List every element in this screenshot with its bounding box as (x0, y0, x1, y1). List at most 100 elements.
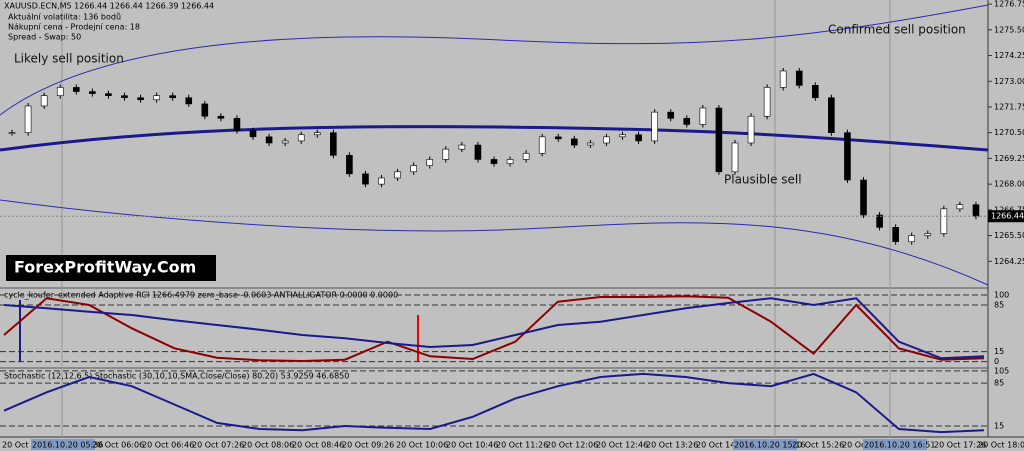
time-highlight (733, 439, 797, 450)
candle-body (490, 159, 498, 164)
y-tick-label: 1276.75 (994, 0, 1024, 9)
time-label: 20 Oct 17:26 (934, 441, 986, 450)
time-label: 2016.10.20 05:36 (32, 441, 103, 450)
candle-body (715, 107, 723, 173)
time-label: 20 Oct 12:06 (546, 441, 598, 450)
time-label: 20 Oct 08:46 (292, 441, 344, 450)
candle-body (651, 111, 658, 142)
candle-body (378, 177, 385, 185)
lower-band (0, 199, 989, 286)
time-label: 20 Oct 06:06 (92, 441, 144, 450)
candle-body (554, 136, 562, 140)
candle-body (249, 130, 257, 138)
candle-body (330, 132, 337, 156)
y-tick-label: 1274.25 (994, 51, 1024, 60)
symbol-info: XAUUSD.ECN,M5 1266.44 1266.44 1266.39 12… (4, 2, 214, 11)
y-tick-label: 85 (994, 379, 1004, 388)
candle-body (233, 117, 241, 131)
candle-body (908, 235, 916, 243)
last-price-label: 1266.44 (991, 212, 1024, 221)
candle-body (506, 159, 514, 164)
candle-body (828, 97, 835, 133)
time-label: 2016.10.20 16:51 (864, 441, 935, 450)
y-tick-label: 1275.50 (994, 25, 1024, 34)
candle-body (346, 155, 353, 175)
candle-body (747, 115, 755, 144)
candle-body (571, 138, 578, 146)
candle-body (201, 103, 209, 117)
candle-body (474, 144, 482, 160)
y-tick-label: 1271.75 (994, 102, 1024, 111)
candle-body (619, 134, 626, 138)
candle-body (860, 179, 867, 216)
y-tick-label: 100 (994, 291, 1009, 300)
candle-body (40, 95, 48, 107)
candle-body (667, 111, 675, 119)
candle-body (281, 140, 289, 144)
candle-body (153, 95, 160, 101)
indicator-line (3, 372, 985, 434)
moving-average (0, 125, 989, 152)
candle-body (892, 227, 899, 243)
candle-body (587, 142, 594, 146)
candle-body (217, 115, 225, 119)
candle-body (89, 91, 96, 94)
brand-box (6, 255, 216, 281)
candle-body (297, 134, 305, 142)
time-label: 20 Oct 20 (2, 441, 41, 450)
y-tick-label: 15 (994, 347, 1004, 356)
info-line: Spread - Swap: 50 (8, 33, 81, 42)
brand: ForexProfitWay.Com (14, 258, 196, 277)
candle-body (972, 204, 980, 217)
candle-body (185, 97, 193, 105)
candle-body (137, 97, 144, 101)
time-label: 20 Oct 15:26 (792, 441, 844, 450)
time-label: 20 Oct 12:46 (596, 441, 648, 450)
info-line: Nákupní cena - Prodejní cena: 18 (8, 23, 140, 32)
annotation: Confirmed sell position (828, 23, 966, 37)
y-tick-label: 1266.75 (994, 205, 1024, 214)
y-tick-label: 85 (994, 301, 1004, 310)
time-label: 20 Oct 13:26 (646, 441, 698, 450)
annotation: Likely sell position (14, 52, 124, 66)
indicator-line (3, 295, 985, 363)
indicator-line (3, 297, 985, 360)
y-tick-label: 1264.25 (994, 257, 1024, 266)
info-line: Aktuální volatilita: 136 bodů (8, 12, 121, 22)
time-label: 20 Oct 10:46 (446, 441, 498, 450)
candle-body (683, 117, 691, 125)
candle-body (169, 95, 176, 99)
candle-body (121, 95, 128, 99)
time-label: 20 Oct 18:06 (978, 441, 1024, 450)
candle-body (522, 152, 530, 160)
time-label: 20 Oct 10:06 (396, 441, 448, 450)
candle-body (844, 132, 851, 181)
time-label: 2016.10.20 15:16 (734, 441, 805, 450)
last-price-box (988, 210, 1024, 223)
candle-body (731, 142, 739, 173)
y-tick-label: 1268.00 (994, 180, 1024, 189)
candle-body (876, 214, 883, 228)
candle-body (426, 159, 434, 166)
time-label: 20 Oct 06:46 (142, 441, 194, 450)
candle-body (795, 70, 803, 86)
candle-body (410, 165, 417, 173)
candle-body (538, 136, 546, 154)
indicator-label: Stochastic (12,12,6,5) Stochastic (30,10… (4, 372, 349, 381)
y-tick-label: 1265.50 (994, 231, 1024, 240)
time-label: 20 Oct 14:06 (696, 441, 748, 450)
candle-body (699, 107, 707, 125)
y-tick-label: 105 (994, 366, 1009, 375)
plot-bg (0, 0, 988, 437)
candle-body (635, 134, 642, 142)
candle-body (940, 208, 948, 234)
upper-band (0, 4, 989, 116)
candle-body (956, 204, 964, 210)
candle-body (442, 148, 450, 160)
candle-body (603, 136, 610, 144)
candle-body (812, 85, 819, 99)
time-label: 20 Oct 07:26 (192, 441, 244, 450)
candle-body (458, 144, 466, 150)
candle-body (313, 132, 321, 136)
